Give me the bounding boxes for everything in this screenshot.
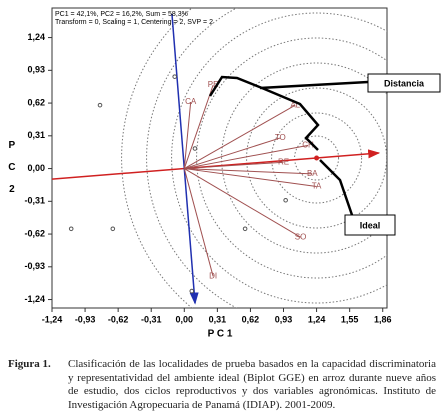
genotype-point bbox=[283, 197, 288, 203]
y-tick-label: 0,62 bbox=[27, 97, 45, 107]
environment-label: RE bbox=[278, 157, 289, 166]
y-tick-label: -0,93 bbox=[24, 261, 45, 271]
callout-box bbox=[367, 73, 441, 93]
x-tick-label: -1,24 bbox=[42, 314, 63, 324]
x-tick-label: 0,62 bbox=[242, 314, 260, 324]
x-tick-label: -0,31 bbox=[141, 314, 162, 324]
callout-box bbox=[344, 214, 396, 236]
y-tick-label: -1,24 bbox=[24, 294, 45, 304]
y-tick-label: 1,24 bbox=[27, 32, 45, 42]
environment-vector bbox=[184, 104, 296, 169]
y-tick-label: -0,62 bbox=[24, 228, 45, 238]
callouts: Distancia Ideal bbox=[208, 73, 441, 236]
y-tick-label: 0,93 bbox=[27, 65, 45, 75]
caption-text: Clasificación de las localidades de prue… bbox=[68, 358, 436, 411]
genotype-point bbox=[172, 74, 177, 79]
x-tick-label: 0,00 bbox=[176, 314, 194, 324]
plot-frame bbox=[51, 7, 388, 309]
distance-circle bbox=[246, 87, 387, 229]
x-tick-label: 1,86 bbox=[374, 314, 392, 324]
x-tick-label: 0,93 bbox=[275, 314, 293, 324]
distance-circle bbox=[294, 135, 340, 181]
environment-label: CH bbox=[302, 140, 314, 149]
header: PC1 = 42,1%, PC2 = 16,2%, Sum = 58,3% bbox=[55, 11, 188, 18]
environment-vector bbox=[183, 101, 192, 169]
x-tick-label: -0,93 bbox=[75, 314, 96, 324]
distance-circle bbox=[171, 12, 387, 304]
y-axis-label: P C 2 bbox=[6, 140, 17, 195]
environment-label: TA bbox=[312, 182, 322, 191]
environment-label: AL bbox=[290, 100, 300, 109]
x-tick-label: 1,55 bbox=[341, 314, 359, 324]
y-tick-label: 0,31 bbox=[27, 130, 45, 140]
environment-vector bbox=[184, 168, 317, 188]
environment-label: CA bbox=[185, 97, 197, 106]
environment-vector bbox=[184, 168, 313, 175]
environment-vector bbox=[183, 168, 214, 277]
environment-label: DI bbox=[209, 271, 217, 280]
environment-label: PE bbox=[208, 80, 219, 89]
annotation: Ideal bbox=[360, 220, 381, 230]
genotype-point bbox=[110, 226, 116, 232]
callout-line bbox=[319, 159, 354, 216]
genotype-point bbox=[68, 226, 74, 232]
x-tick-label: -0,62 bbox=[108, 314, 129, 324]
genotype-point bbox=[242, 226, 248, 232]
environment-vector bbox=[184, 144, 309, 170]
environment-label: SO bbox=[295, 232, 307, 241]
chart: CA PE AL TO CH RE BA TA SO DI PC1 = 42,1%, PC2 = … bbox=[6, 7, 441, 340]
environment-vector bbox=[183, 84, 214, 169]
callout-line bbox=[208, 75, 320, 151]
genotype-point bbox=[192, 146, 198, 151]
header: Transform = 0, Scaling = 1, Centering = … bbox=[55, 19, 213, 26]
y-tick-label: -0,31 bbox=[24, 196, 45, 206]
environment-label: BA bbox=[307, 169, 318, 178]
aec-ordinate bbox=[171, 13, 199, 305]
environment-label: TO bbox=[275, 133, 286, 142]
distance-circle bbox=[271, 112, 363, 204]
x-axis-label: P C 1 bbox=[208, 329, 233, 340]
annotation: Distancia bbox=[384, 78, 425, 88]
caption-label: Figura 1. bbox=[8, 358, 51, 370]
genotype-point bbox=[97, 102, 103, 108]
y-tick-label: 0,00 bbox=[27, 163, 45, 173]
environment-vector bbox=[184, 137, 281, 170]
ideal-point bbox=[314, 155, 320, 161]
x-tick-label: 0,31 bbox=[209, 314, 227, 324]
callout-line bbox=[259, 80, 369, 90]
environment-vector bbox=[184, 168, 301, 238]
distance-circle bbox=[221, 62, 387, 254]
x-tick-label: 1,24 bbox=[308, 314, 326, 324]
environment-vector bbox=[184, 161, 284, 170]
genotype-point bbox=[189, 288, 195, 294]
